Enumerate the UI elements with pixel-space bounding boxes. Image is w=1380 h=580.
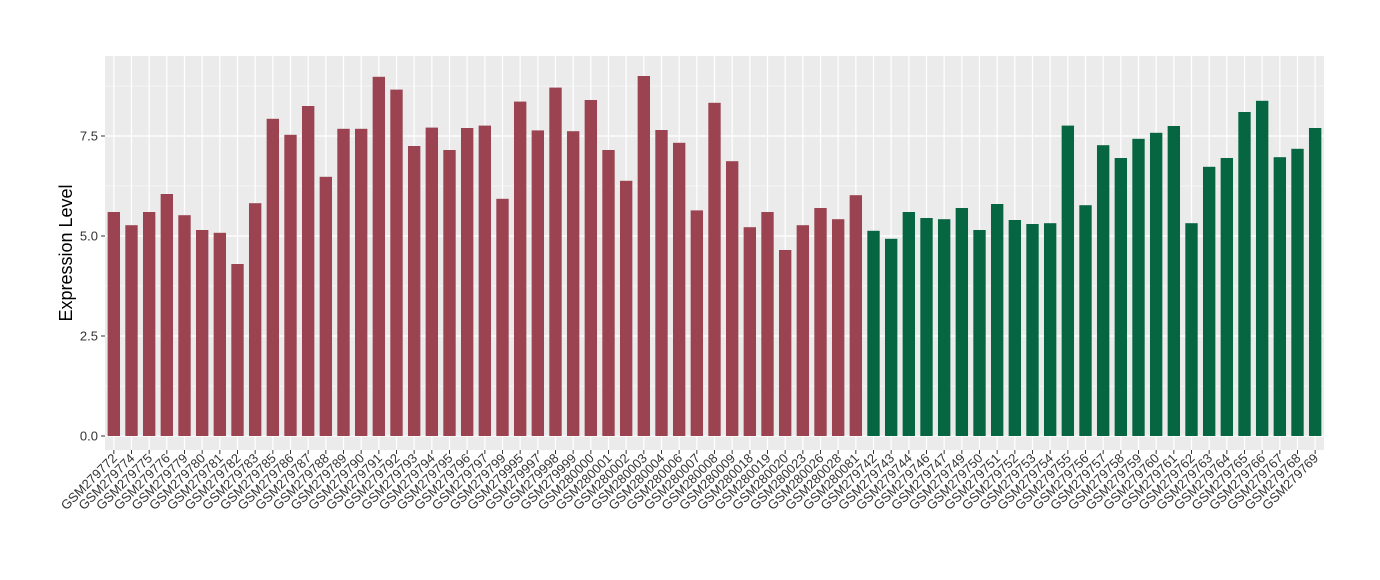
- bar-GSM279759: [1132, 138, 1145, 437]
- bar-GSM280009: [725, 161, 739, 436]
- bar-GSM279751: [990, 204, 1004, 436]
- bar-GSM280002: [619, 180, 633, 436]
- bar-GSM279785: [266, 118, 280, 437]
- bar-GSM279796: [460, 128, 474, 436]
- bar-GSM280007: [690, 210, 704, 436]
- bar-GSM279763: [1202, 166, 1216, 437]
- y-axis: 0.0 2.5 5.0 7.5: [80, 129, 105, 444]
- bar-GSM279786: [284, 134, 297, 437]
- bar-GSM279758: [1114, 158, 1128, 436]
- bar-GSM279793: [407, 146, 421, 436]
- bar-GSM279792: [390, 89, 403, 436]
- bar-GSM279760: [1149, 132, 1163, 437]
- bar-GSM280006: [672, 142, 686, 437]
- bar-GSM279789: [337, 128, 350, 437]
- bar-GSM279995: [513, 101, 527, 436]
- bar-GSM279766: [1255, 100, 1269, 437]
- bar-GSM279772: [107, 212, 121, 436]
- bar-GSM279781: [213, 232, 227, 436]
- bar-GSM279757: [1096, 145, 1110, 436]
- bar-GSM279752: [1008, 220, 1022, 436]
- bar-GSM280000: [584, 100, 598, 436]
- y-tick-label: 5.0: [80, 229, 98, 244]
- bars-group: [107, 76, 1322, 437]
- bar-GSM280028: [831, 219, 845, 436]
- bar-GSM279746: [920, 218, 933, 436]
- bar-GSM280081: [849, 195, 863, 436]
- bar-GSM279761: [1167, 126, 1181, 436]
- bar-GSM279799: [496, 198, 509, 436]
- bar-GSM279742: [867, 230, 880, 436]
- bar-GSM279780: [195, 230, 209, 436]
- bar-GSM279795: [443, 150, 456, 436]
- bar-GSM279997: [531, 130, 545, 436]
- bar-GSM279754: [1043, 223, 1057, 436]
- bar-GSM279791: [372, 76, 386, 437]
- bar-GSM279744: [902, 212, 916, 436]
- bar-GSM279756: [1079, 205, 1092, 436]
- y-axis-title: Expression Level: [56, 184, 76, 321]
- bar-GSM279765: [1238, 112, 1251, 436]
- bar-GSM280003: [637, 76, 651, 436]
- bar-GSM279755: [1061, 125, 1075, 436]
- bar-GSM279787: [301, 106, 315, 436]
- bar-GSM279776: [160, 194, 174, 436]
- bar-GSM280018: [743, 227, 757, 436]
- bar-GSM279782: [231, 264, 244, 436]
- x-axis: GSM279772GSM279774GSM279775GSM279776GSM2…: [58, 450, 1321, 513]
- bar-GSM279768: [1291, 148, 1304, 437]
- bar-GSM279762: [1185, 223, 1198, 436]
- bar-GSM279769: [1308, 128, 1322, 436]
- bar-GSM279767: [1273, 157, 1287, 436]
- bar-GSM279749: [955, 208, 969, 436]
- bar-GSM279774: [125, 225, 138, 436]
- bar-GSM280019: [761, 212, 774, 436]
- bar-GSM279999: [566, 131, 580, 436]
- bar-GSM279764: [1220, 158, 1234, 436]
- bar-GSM279783: [248, 203, 262, 436]
- bar-GSM279743: [884, 238, 898, 436]
- bar-GSM280008: [708, 102, 721, 437]
- y-tick-label: 0.0: [80, 429, 98, 444]
- bar-GSM280023: [796, 225, 810, 436]
- bar-GSM280001: [602, 150, 615, 436]
- bar-GSM279998: [549, 87, 562, 436]
- bar-GSM279794: [425, 127, 439, 436]
- bar-GSM280020: [778, 250, 792, 436]
- y-tick-label: 2.5: [80, 329, 98, 344]
- bar-GSM280026: [814, 208, 827, 436]
- bar-GSM279788: [319, 176, 333, 437]
- bar-GSM279747: [937, 219, 951, 436]
- bar-GSM279779: [178, 215, 191, 436]
- bar-GSM279753: [1026, 224, 1039, 436]
- bar-GSM279797: [478, 125, 492, 436]
- bar-GSM279750: [973, 230, 986, 436]
- y-tick-label: 7.5: [80, 129, 98, 144]
- bar-GSM279790: [354, 128, 368, 437]
- bar-GSM279775: [142, 212, 156, 436]
- bar-GSM280004: [655, 130, 668, 436]
